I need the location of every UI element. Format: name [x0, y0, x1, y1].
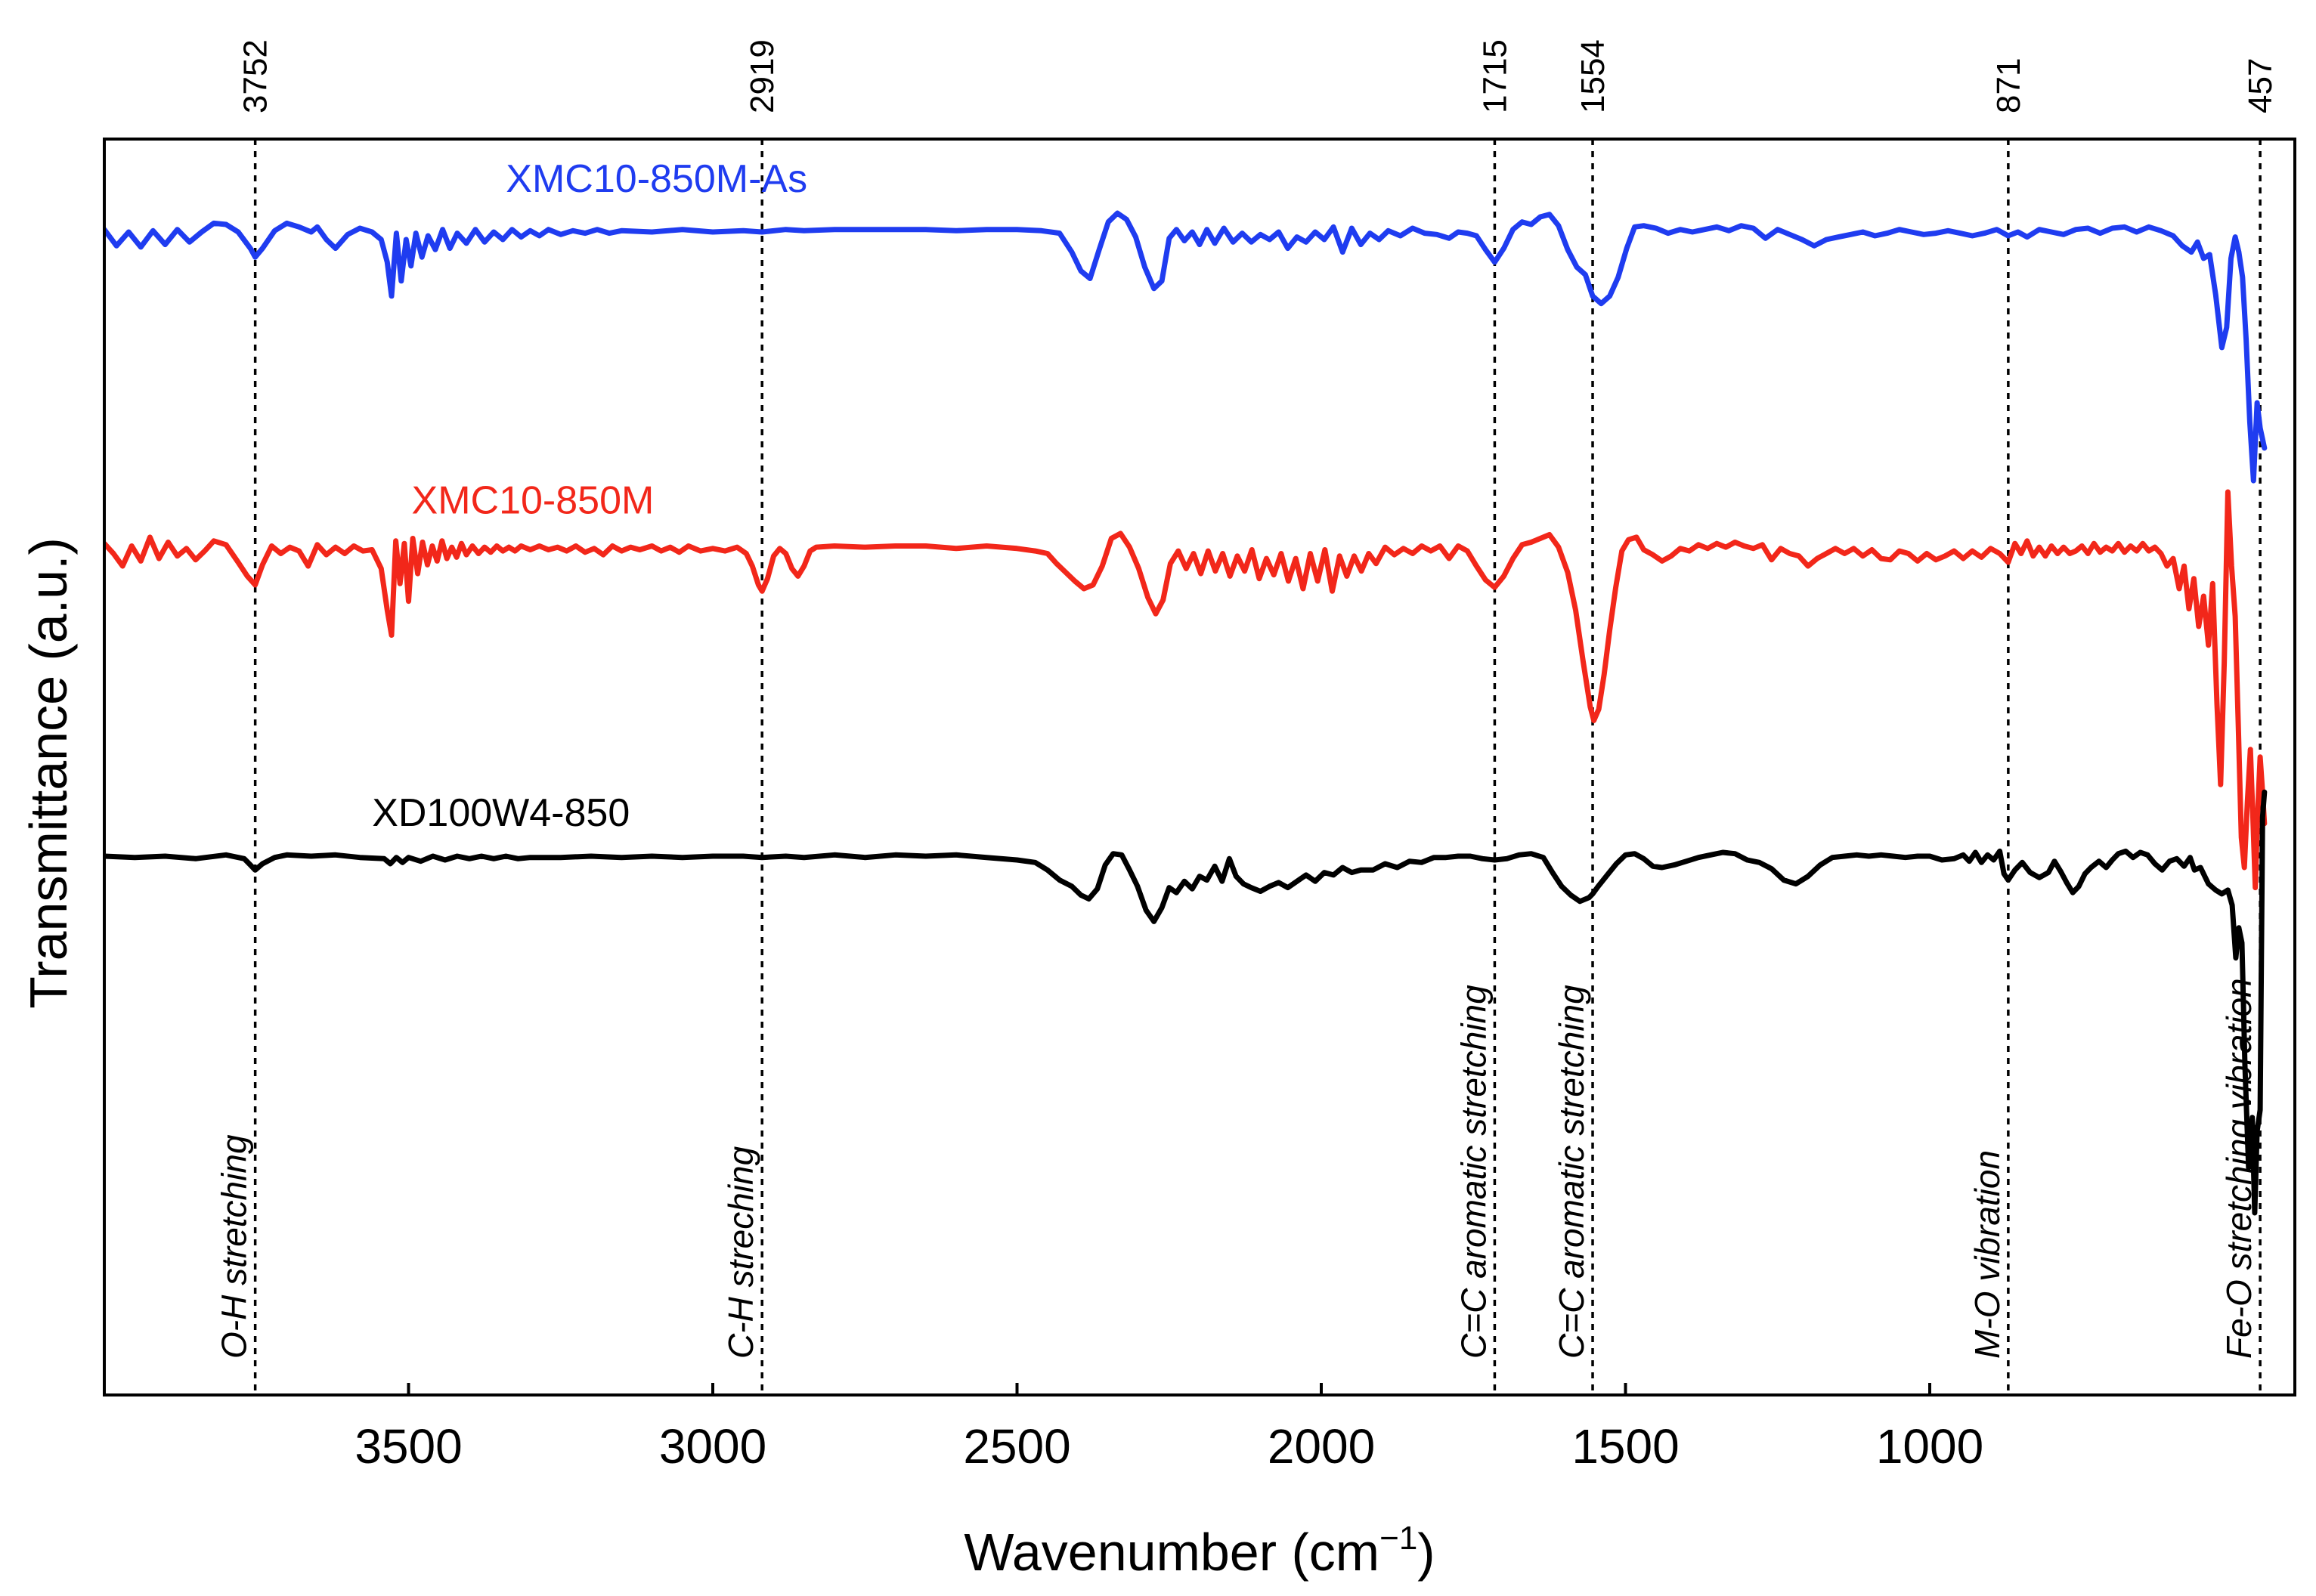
x-tick-label-3500: 3500 [355, 1419, 462, 1474]
series-label-XMC10-850M-As: XMC10-850M-As [506, 157, 807, 201]
series-labels: XMC10-850M-As XMC10-850M XD100W4-850 [372, 157, 807, 835]
top-wavenumber-labels: 3752 2919 1715 1554 871 457 [237, 39, 2279, 113]
band-annotation-871: M-O vibration [1968, 1150, 2007, 1359]
band-annotation-3752: O-H stretching [215, 1134, 254, 1359]
x-axis-title: Wavenumber (cm−1) [964, 1520, 1435, 1582]
series-label-XD100W4-850: XD100W4-850 [372, 791, 630, 835]
series-line-XMC10-850M-As [104, 210, 2268, 484]
y-axis-title: Transmittance (a.u.) [19, 537, 78, 1009]
series-lines [104, 210, 2268, 1216]
series-line-XMC10-850M [104, 489, 2268, 891]
x-tick-label-3000: 3000 [659, 1419, 766, 1474]
top-label-871: 871 [1990, 58, 2027, 113]
reference-lines [253, 139, 2262, 1395]
top-label-1554: 1554 [1574, 39, 1612, 113]
top-label-1715: 1715 [1476, 39, 1513, 113]
band-annotation-1554: C=C aromatic stretching [1552, 985, 1591, 1359]
x-axis-ticks: 3500 3000 2500 2000 1500 1000 [355, 1383, 1983, 1474]
band-annotations: O-H stretching C-H streching C=C aromatic … [215, 978, 2259, 1359]
x-tick-label-2000: 2000 [1268, 1419, 1375, 1474]
plot-frame [103, 138, 2296, 1396]
band-annotation-457: Fe-O stretching vibration [2219, 978, 2259, 1359]
series-line-XD100W4-850 [104, 789, 2268, 1216]
series-label-XMC10-850M: XMC10-850M [412, 478, 655, 522]
x-tick-label-1500: 1500 [1571, 1419, 1679, 1474]
top-label-2919: 2919 [744, 39, 781, 113]
top-label-457: 457 [2242, 58, 2279, 113]
band-annotation-1715: C=C aromatic stretching [1454, 985, 1493, 1359]
x-tick-label-1000: 1000 [1876, 1419, 1983, 1474]
top-label-3752: 3752 [237, 39, 274, 113]
x-tick-label-2500: 2500 [963, 1419, 1070, 1474]
band-annotation-2919: C-H streching [721, 1146, 760, 1359]
